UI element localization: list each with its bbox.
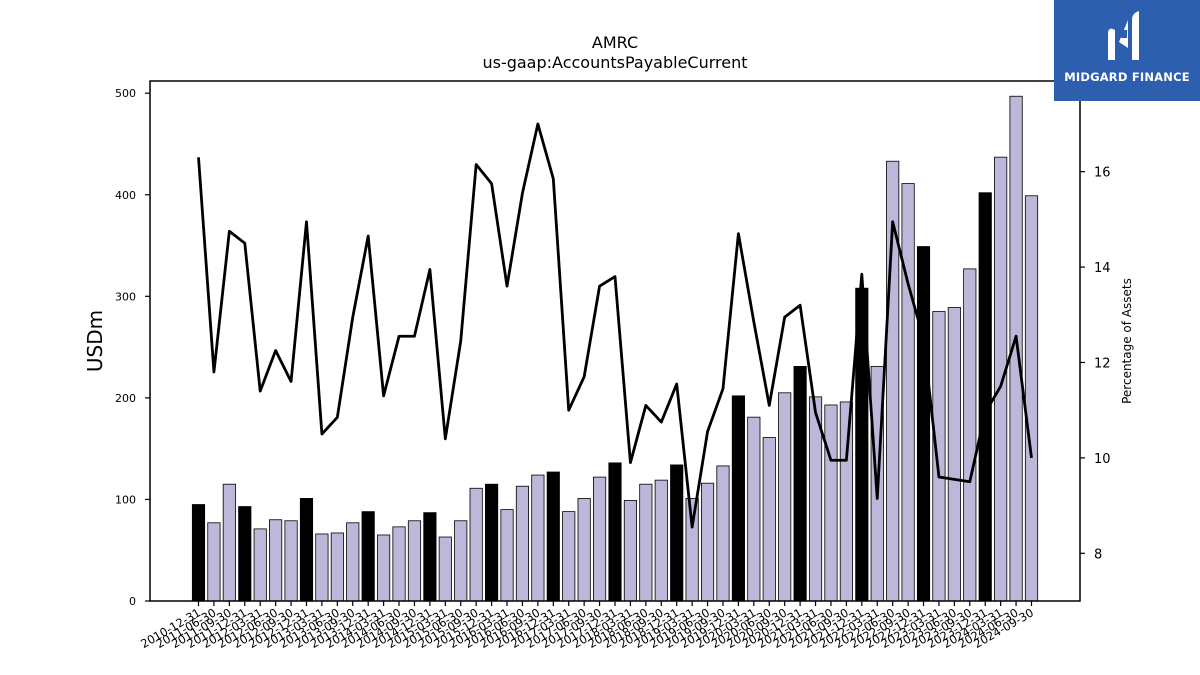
bar-2015-09-30 <box>469 487 483 602</box>
brand-logo-icon <box>1108 11 1139 60</box>
bar-2011-09-30 <box>222 483 236 602</box>
bar-2017-09-30 <box>593 476 607 602</box>
y-tick-label: 0 <box>129 595 136 608</box>
bar-2015-12-31 <box>485 483 499 602</box>
y2-tick-label: 16 <box>1094 166 1111 181</box>
bar-2015-06-30 <box>454 520 468 602</box>
bar-2016-06-30 <box>515 485 530 602</box>
bar-2018-03-31 <box>623 500 637 602</box>
bar-2023-03-31 <box>932 311 946 602</box>
bar-2024-09-30 <box>1024 195 1039 602</box>
bar-2019-03-31 <box>685 498 699 602</box>
bar-series <box>191 95 1039 602</box>
bar-2011-06-30 <box>207 522 221 602</box>
bar-2014-03-31 <box>377 534 391 602</box>
x-axis: 2010-12-312011-06-302011-09-302011-12-31… <box>138 601 1036 651</box>
bar-2024-03-31 <box>994 156 1008 602</box>
bar-2019-09-30 <box>716 465 730 602</box>
bar-2016-09-30 <box>531 474 545 602</box>
bar-2017-06-30 <box>577 498 591 602</box>
bar-2014-12-31 <box>423 512 437 602</box>
bar-2020-06-30 <box>762 437 776 602</box>
brand-name: MIDGARD FINANCE <box>1064 70 1190 84</box>
bar-2012-06-30 <box>269 519 283 602</box>
bar-2022-09-30 <box>901 183 915 602</box>
chart-subtitle: us-gaap:AccountsPayableCurrent <box>482 53 747 72</box>
bar-2013-12-31 <box>361 511 375 602</box>
bar-2021-06-30 <box>824 404 838 602</box>
y-axis: 0 100 200 300 400 500 <box>115 87 150 608</box>
bar-2013-03-31 <box>315 533 329 602</box>
bar-2018-06-30 <box>639 483 653 602</box>
bar-2016-03-31 <box>500 509 514 602</box>
y2-tick-label: 10 <box>1094 452 1111 467</box>
bar-2023-09-30 <box>963 268 977 602</box>
bar-2014-09-30 <box>407 520 422 602</box>
y-tick-label: 100 <box>115 493 136 506</box>
bar-2019-12-31 <box>731 395 745 602</box>
bar-2011-12-31 <box>238 506 252 602</box>
bar-2012-12-31 <box>299 498 314 602</box>
bar-2010-12-31 <box>191 504 206 602</box>
bar-2018-12-31 <box>670 464 684 602</box>
bar-2023-06-30 <box>947 307 961 602</box>
bar-2015-03-31 <box>438 536 452 602</box>
y2-tick-label: 14 <box>1094 261 1111 276</box>
y2-tick-label: 12 <box>1094 356 1111 371</box>
bar-2020-12-31 <box>793 365 807 602</box>
bar-2020-09-30 <box>778 392 792 602</box>
bar-2019-06-30 <box>700 482 715 602</box>
bar-2014-06-30 <box>392 526 406 602</box>
bar-2012-03-31 <box>253 528 267 602</box>
y-tick-label: 300 <box>115 290 136 303</box>
bar-2018-09-30 <box>654 479 668 602</box>
bar-2022-12-31 <box>916 246 931 602</box>
y2-axis-label: Percentage of Assets <box>1120 278 1134 404</box>
brand-watermark: MIDGARD FINANCE <box>1054 0 1200 101</box>
y-tick-label: 400 <box>115 189 136 202</box>
bar-2017-03-31 <box>562 511 576 602</box>
bar-2021-09-30 <box>839 401 853 602</box>
bar-2017-12-31 <box>608 462 622 602</box>
bar-2023-12-31 <box>978 192 992 602</box>
y2-axis: 8 10 12 14 16 <box>1080 166 1111 562</box>
line-series <box>197 122 1033 529</box>
percentage-line <box>197 122 1033 529</box>
bar-2013-09-30 <box>346 522 360 602</box>
bar-2013-06-30 <box>330 532 344 602</box>
chart-title: AMRC <box>592 33 638 52</box>
bar-2016-12-31 <box>546 471 560 602</box>
y-axis-label: USDm <box>83 310 107 372</box>
bar-2012-09-30 <box>284 520 298 602</box>
bar-2020-03-31 <box>747 416 761 602</box>
y2-tick-label: 8 <box>1094 547 1102 562</box>
y-tick-label: 200 <box>115 392 136 405</box>
y-tick-label: 500 <box>115 87 136 100</box>
